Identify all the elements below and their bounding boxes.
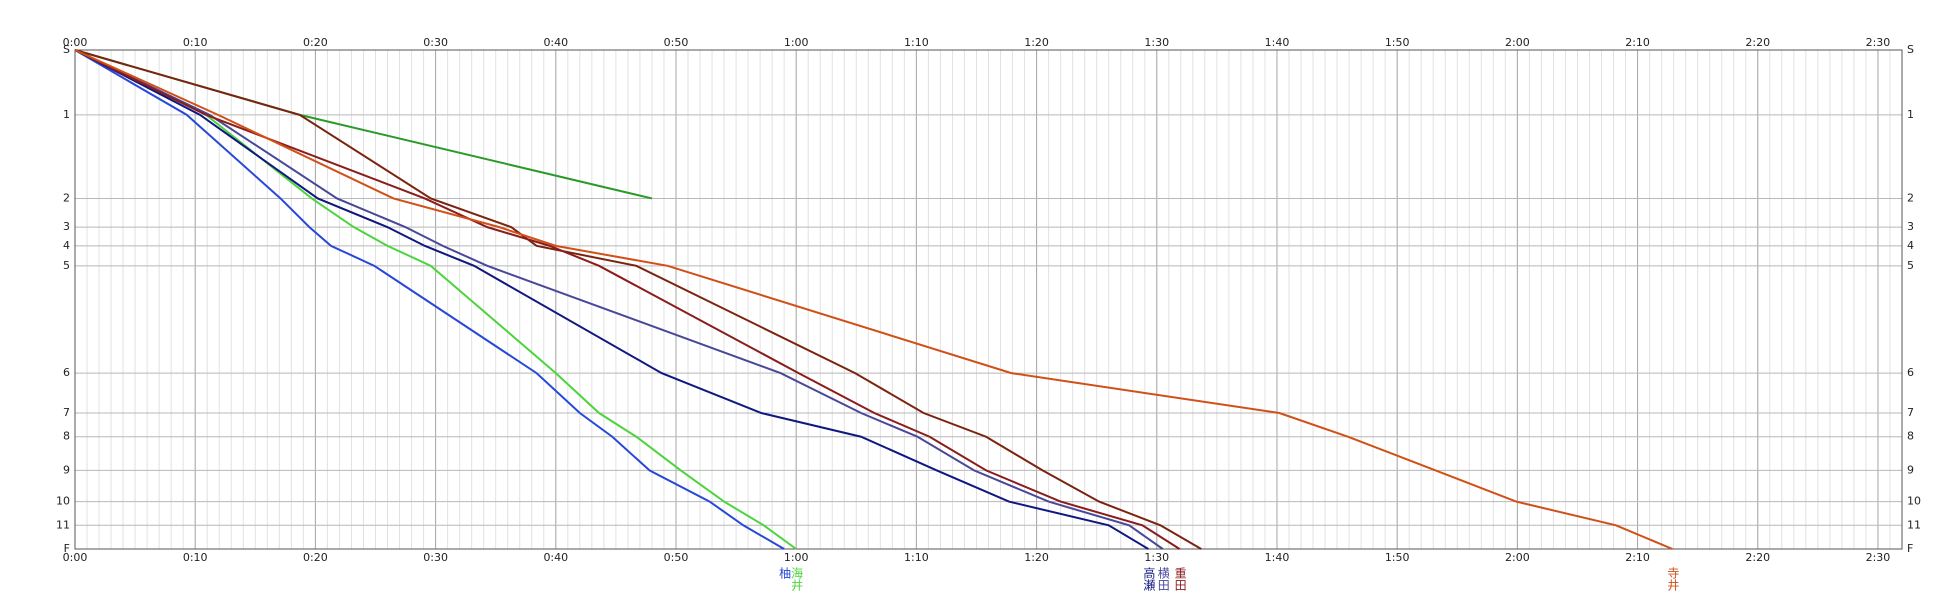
series-line xyxy=(74,49,785,550)
series-line xyxy=(74,49,1149,550)
y-tick-label: 4 xyxy=(63,239,70,252)
x-tick-label-top: 0:20 xyxy=(303,36,328,49)
x-tick-label-top: 0:00 xyxy=(63,36,88,49)
runner-label: 海井 xyxy=(790,566,804,592)
x-tick-label-top: 2:30 xyxy=(1866,36,1891,49)
series-line xyxy=(74,49,1202,550)
y-tick-label-right: 4 xyxy=(1907,239,1914,252)
x-tick-label-bottom: 1:20 xyxy=(1024,551,1049,564)
x-tick-label-top: 0:50 xyxy=(664,36,689,49)
y-tick-label: 5 xyxy=(63,259,70,272)
y-tick-label-right: 11 xyxy=(1907,518,1921,531)
runner-label: 柚 xyxy=(778,566,792,579)
y-tick-label: 9 xyxy=(63,463,70,476)
x-tick-label-bottom: 1:00 xyxy=(784,551,809,564)
y-tick-label-right: 2 xyxy=(1907,191,1914,204)
runner-label: 高瀬 xyxy=(1142,566,1156,591)
y-tick-label: 6 xyxy=(63,366,70,379)
y-tick-label: 10 xyxy=(56,495,70,508)
x-tick-label-bottom: 0:20 xyxy=(303,551,328,564)
y-tick-label: 2 xyxy=(63,191,70,204)
series-line xyxy=(74,49,797,550)
y-tick-label-right: 9 xyxy=(1907,463,1914,476)
x-tick-label-top: 1:20 xyxy=(1024,36,1049,49)
y-tick-label-right: 6 xyxy=(1907,366,1914,379)
series-line xyxy=(74,49,1673,550)
x-tick-label-bottom: 2:00 xyxy=(1505,551,1530,564)
series-line xyxy=(74,49,1164,550)
runner-label: 横田 xyxy=(1156,567,1170,591)
y-tick-label-right: 1 xyxy=(1907,108,1914,121)
x-tick-label-bottom: 0:30 xyxy=(423,551,448,564)
y-tick-label-right: 7 xyxy=(1907,406,1914,419)
x-tick-label-top: 1:50 xyxy=(1385,36,1410,49)
x-tick-label-top: 2:20 xyxy=(1745,36,1770,49)
y-tick-label: S xyxy=(63,43,70,56)
y-tick-label: 8 xyxy=(63,430,70,443)
y-tick-label: F xyxy=(64,542,70,555)
x-tick-label-bottom: 2:10 xyxy=(1625,551,1650,564)
x-tick-label-top: 1:30 xyxy=(1144,36,1169,49)
x-tick-label-bottom: 1:50 xyxy=(1385,551,1410,564)
x-tick-label-top: 0:40 xyxy=(543,36,568,49)
plot-frame xyxy=(74,49,1903,550)
runner-label: 寺井 xyxy=(1666,567,1680,592)
y-tick-label-right: 8 xyxy=(1907,430,1914,443)
x-tick-label-top: 0:10 xyxy=(183,36,208,49)
x-tick-label-bottom: 1:10 xyxy=(904,551,929,564)
x-tick-label-top: 0:30 xyxy=(423,36,448,49)
y-tick-label: 7 xyxy=(63,406,70,419)
x-tick-label-bottom: 1:30 xyxy=(1144,551,1169,564)
y-tick-label-right: 5 xyxy=(1907,259,1914,272)
x-tick-label-bottom: 0:00 xyxy=(63,551,88,564)
y-tick-label-right: F xyxy=(1907,542,1913,555)
x-tick-label-top: 1:00 xyxy=(784,36,809,49)
y-tick-label: 3 xyxy=(63,220,70,233)
x-tick-label-top: 2:00 xyxy=(1505,36,1530,49)
x-tick-label-bottom: 0:50 xyxy=(664,551,689,564)
y-tick-label-right: S xyxy=(1907,43,1914,56)
y-tick-label: 11 xyxy=(56,518,70,531)
y-tick-label-right: 3 xyxy=(1907,220,1914,233)
x-tick-label-bottom: 2:20 xyxy=(1745,551,1770,564)
y-tick-label: 1 xyxy=(63,108,70,121)
x-tick-label-bottom: 0:40 xyxy=(543,551,568,564)
y-tick-label-right: 10 xyxy=(1907,495,1921,508)
x-tick-label-bottom: 0:10 xyxy=(183,551,208,564)
x-tick-label-top: 2:10 xyxy=(1625,36,1650,49)
x-tick-label-top: 1:10 xyxy=(904,36,929,49)
x-tick-label-top: 1:40 xyxy=(1265,36,1290,49)
series-line xyxy=(74,49,1181,550)
runner-label: 重田 xyxy=(1173,567,1187,591)
x-tick-label-bottom: 1:40 xyxy=(1265,551,1290,564)
x-tick-label-bottom: 2:30 xyxy=(1866,551,1891,564)
